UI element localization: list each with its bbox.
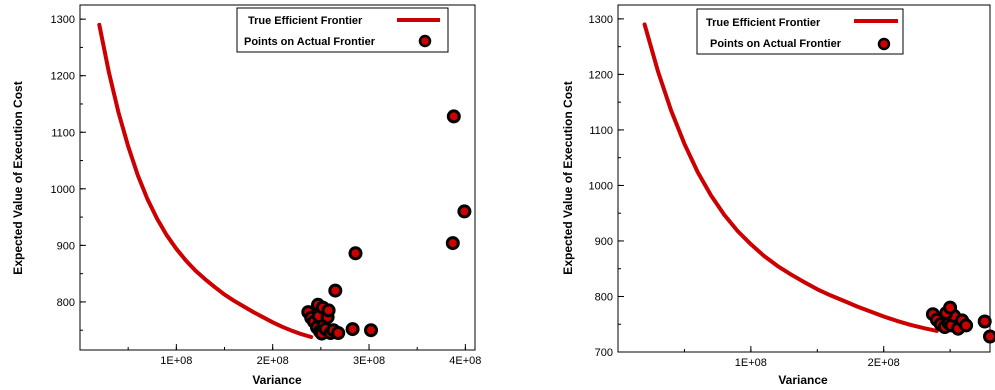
legend-label-frontier-right: True Efficient Frontier bbox=[706, 17, 821, 29]
chart-left: 1E+08 2E+08 3E+08 4E+08 800 900 1000 1100 1200 1… bbox=[11, 4, 481, 387]
data-point bbox=[445, 236, 460, 251]
y-axis-label-right: Expected Value of Execution Cost bbox=[561, 81, 575, 274]
data-point bbox=[345, 322, 360, 337]
chart-right: 1E+08 2E+08 700 800 900 1000 1100 1200 1300 Var… bbox=[561, 4, 995, 387]
y-tick-label: 1000 bbox=[589, 180, 613, 192]
y-tick-label: 1100 bbox=[51, 127, 75, 139]
series-points-left bbox=[301, 109, 472, 341]
data-point bbox=[321, 303, 336, 318]
y-tick-label: 1200 bbox=[51, 71, 75, 83]
data-point bbox=[943, 300, 958, 315]
series-points-right bbox=[925, 300, 995, 344]
data-point bbox=[364, 323, 378, 338]
x-tick-label: 1E+08 bbox=[160, 355, 192, 367]
y-ticks-left: 800 900 1000 1100 1200 1300 bbox=[51, 14, 86, 331]
frontier-line bbox=[642, 22, 939, 333]
x-axis-label-right: Variance bbox=[778, 373, 828, 387]
data-point bbox=[348, 246, 363, 261]
frontier-line bbox=[97, 22, 314, 339]
y-tick-label: 1200 bbox=[589, 69, 613, 81]
y-tick-label: 900 bbox=[57, 240, 75, 252]
data-point bbox=[328, 283, 343, 298]
legend-box-right bbox=[696, 8, 904, 55]
y-tick-label: 1000 bbox=[51, 184, 75, 196]
legend-left: True Efficient Frontier Points on Actual… bbox=[236, 7, 449, 53]
data-point bbox=[959, 318, 974, 333]
data-point bbox=[331, 326, 346, 340]
x-tick-label: 1E+08 bbox=[735, 357, 767, 369]
data-point bbox=[983, 329, 995, 344]
data-point bbox=[457, 204, 472, 219]
y-tick-label: 900 bbox=[595, 236, 613, 248]
series-line-right bbox=[642, 22, 939, 333]
legend-label-points-right: Points on Actual Frontier bbox=[710, 38, 842, 50]
x-tick-label: 2E+08 bbox=[868, 357, 900, 369]
x-tick-label: 3E+08 bbox=[353, 355, 385, 367]
legend-box-left bbox=[236, 7, 449, 53]
y-ticks-right: 700 800 900 1000 1100 1200 1300 bbox=[589, 14, 624, 359]
x-tick-label: 2E+08 bbox=[257, 355, 289, 367]
series-line-left bbox=[97, 22, 314, 339]
x-axis-label-left: Variance bbox=[252, 373, 302, 387]
y-axis-label-left: Expected Value of Execution Cost bbox=[11, 81, 25, 274]
y-tick-label: 800 bbox=[57, 297, 75, 309]
plot-frame-right bbox=[617, 4, 991, 353]
x-tick-label: 4E+08 bbox=[449, 355, 481, 367]
y-tick-label: 1300 bbox=[589, 14, 613, 26]
legend-label-points-left: Points on Actual Frontier bbox=[244, 36, 376, 48]
legend-right: True Efficient Frontier Points on Actual… bbox=[696, 8, 904, 55]
y-tick-label: 800 bbox=[595, 291, 613, 303]
y-tick-label: 700 bbox=[595, 347, 613, 359]
x-ticks-left: 1E+08 2E+08 3E+08 4E+08 bbox=[127, 344, 481, 367]
legend-swatch-point-left bbox=[418, 34, 432, 48]
legend-swatch-point-right bbox=[877, 37, 891, 51]
legend-label-frontier-left: True Efficient Frontier bbox=[248, 15, 363, 27]
data-point bbox=[977, 314, 992, 329]
plot-frame-left bbox=[79, 4, 476, 351]
y-tick-label: 1300 bbox=[51, 14, 75, 26]
data-point bbox=[446, 109, 461, 124]
y-tick-label: 1100 bbox=[589, 125, 613, 137]
x-ticks-right: 1E+08 2E+08 bbox=[683, 346, 951, 369]
